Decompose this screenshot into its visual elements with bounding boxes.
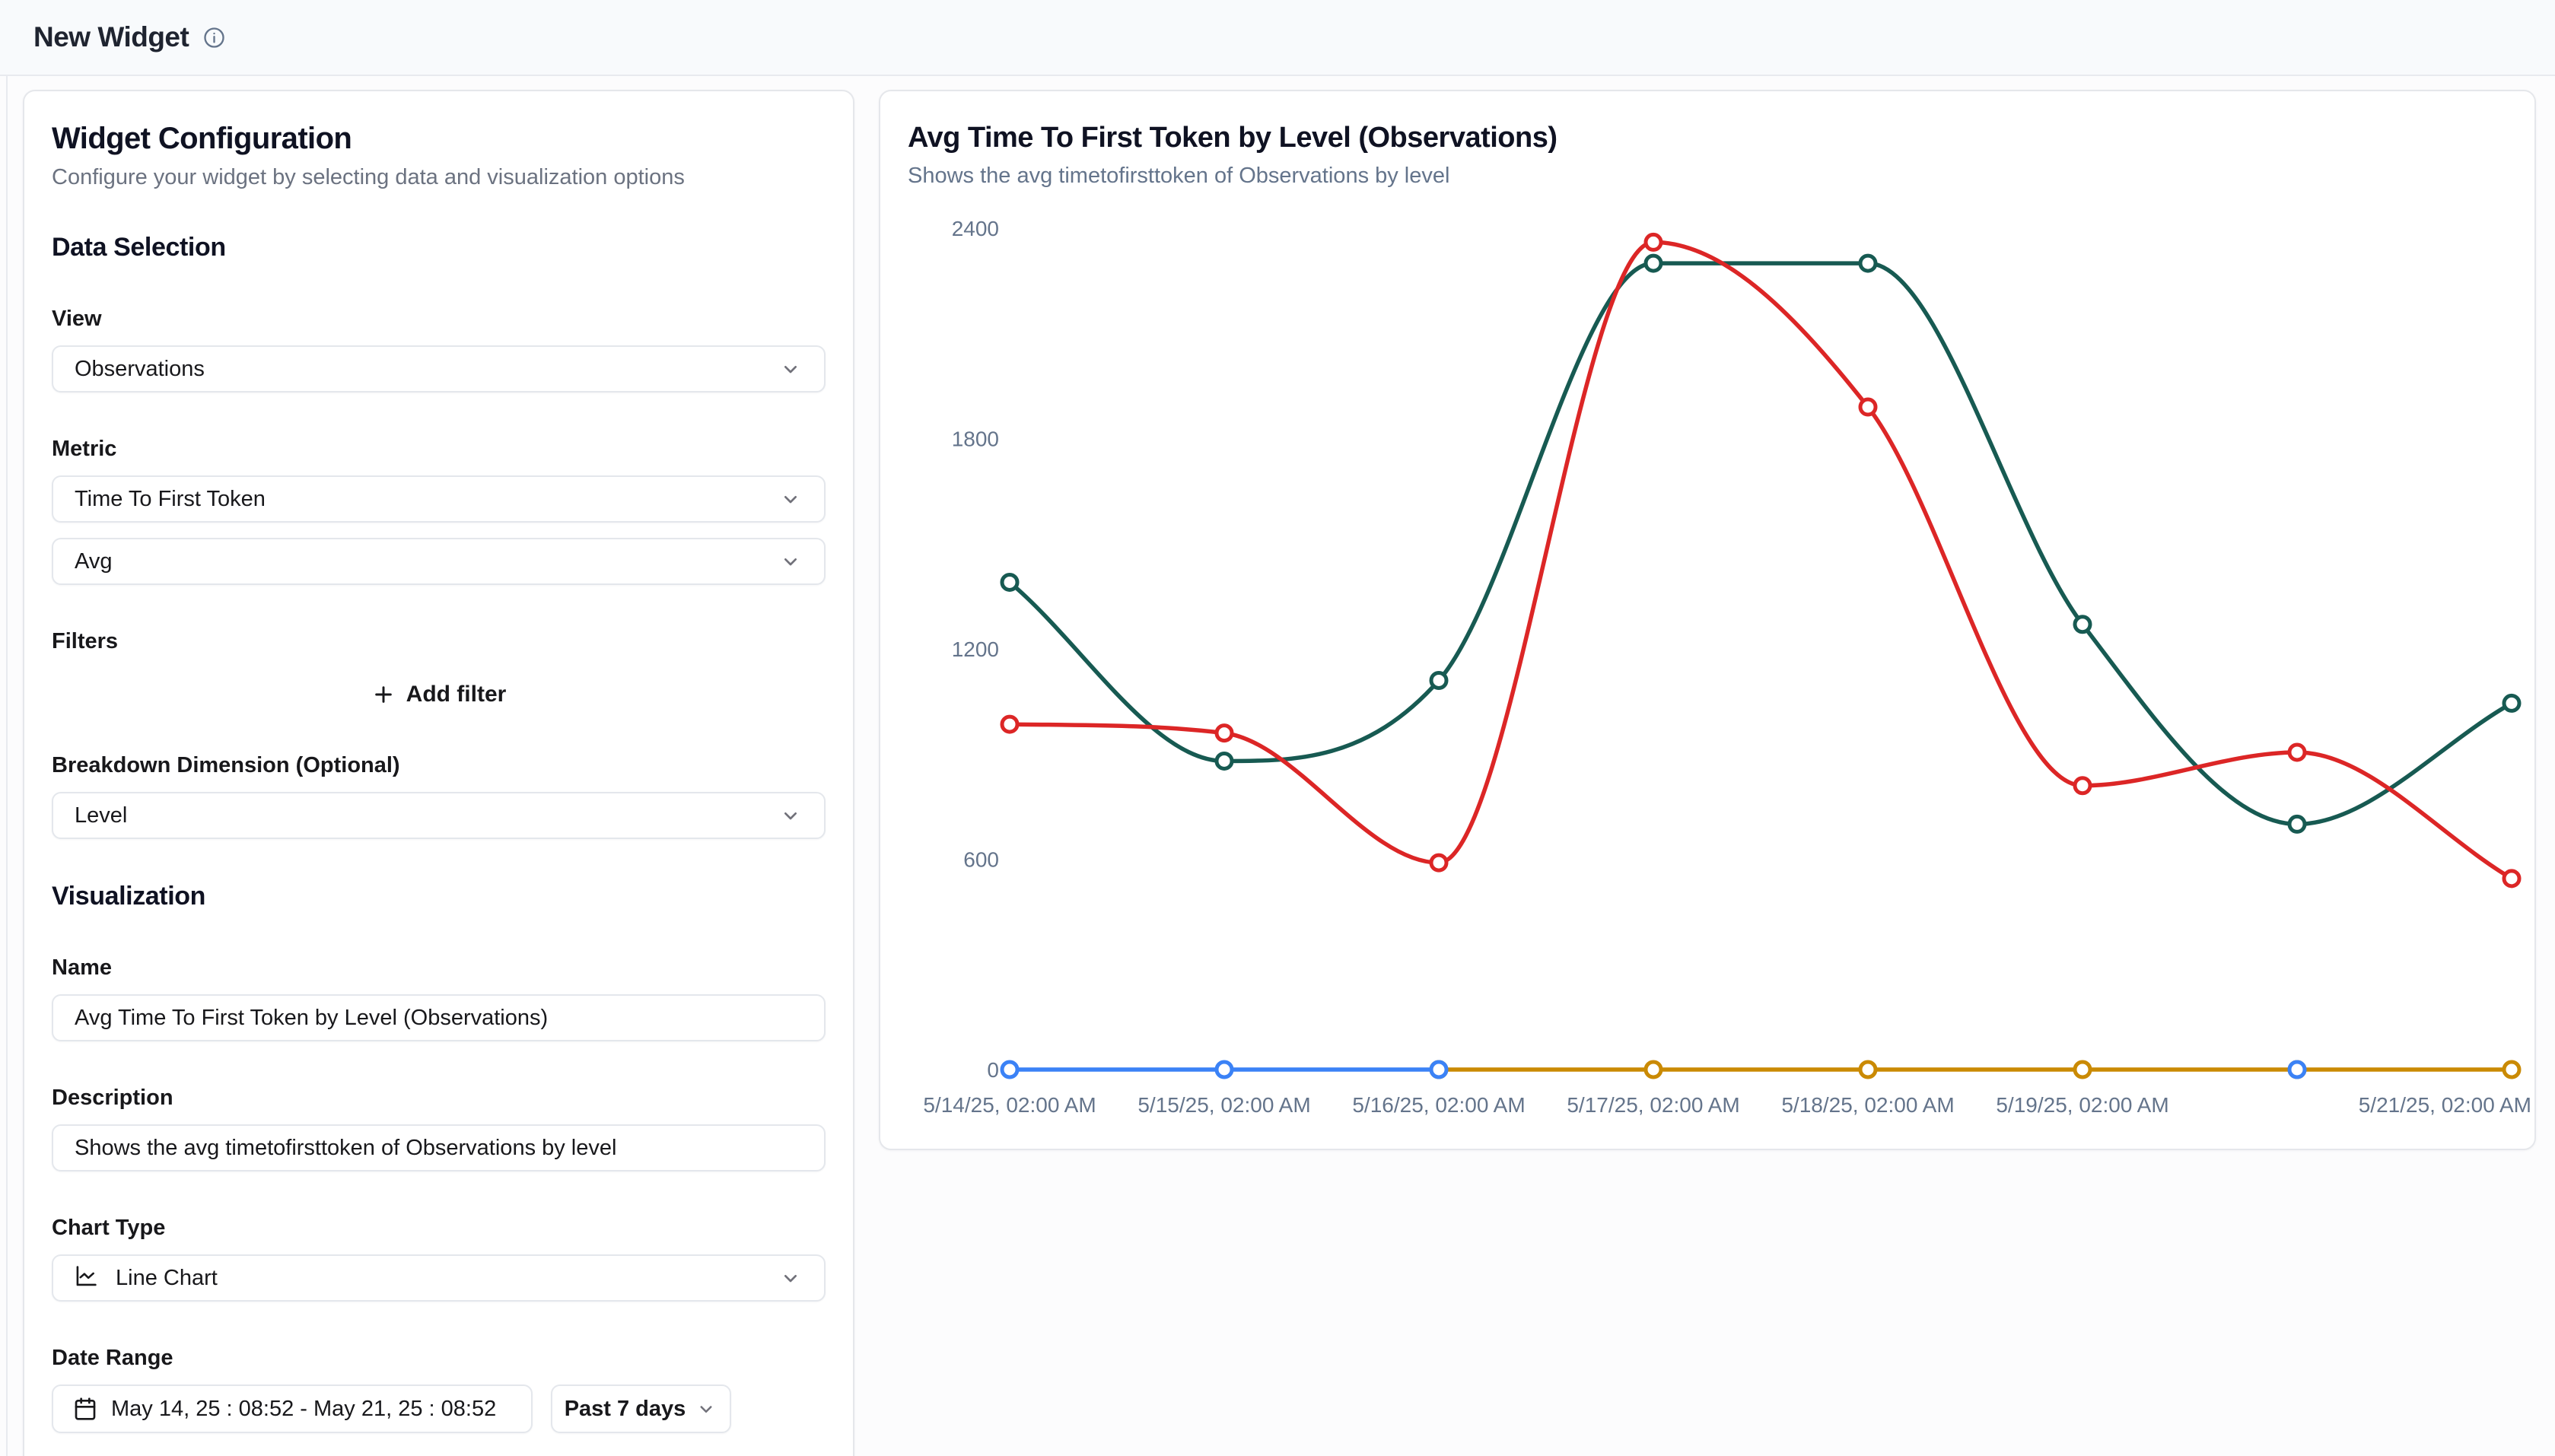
- description-input[interactable]: Shows the avg timetofirsttoken of Observ…: [52, 1124, 826, 1171]
- chart-subtitle: Shows the avg timetofirsttoken of Observ…: [908, 164, 1450, 188]
- metric-select-value: Time To First Token: [75, 486, 266, 511]
- svg-text:5/17/25, 02:00 AM: 5/17/25, 02:00 AM: [1567, 1093, 1739, 1117]
- calendar-icon: [73, 1397, 97, 1421]
- metric-label: Metric: [52, 437, 117, 461]
- chevron-down-icon: [778, 487, 803, 511]
- widget-configuration-panel: Widget Configuration Configure your widg…: [23, 90, 854, 1456]
- date-range-value: May 14, 25 : 08:52 - May 21, 25 : 08:52: [111, 1396, 497, 1421]
- svg-text:5/18/25, 02:00 AM: 5/18/25, 02:00 AM: [1781, 1093, 1954, 1117]
- chart-type-label: Chart Type: [52, 1216, 166, 1240]
- data-selection-heading: Data Selection: [52, 233, 226, 262]
- panel-subtitle: Configure your widget by selecting data …: [52, 165, 685, 189]
- chevron-down-icon: [778, 357, 803, 381]
- line-chart: 0 600 1200 1800 2400 5/14/25, 02:00 AM 5/15/25…: [899, 199, 2534, 1135]
- view-select-value: Observations: [75, 356, 205, 381]
- sidebar-edge-divider: [6, 76, 8, 1456]
- page-title: New Widget: [33, 21, 189, 52]
- add-filter-button[interactable]: Add filter: [52, 672, 826, 717]
- name-input[interactable]: Avg Time To First Token by Level (Observ…: [52, 994, 826, 1041]
- svg-text:5/16/25, 02:00 AM: 5/16/25, 02:00 AM: [1352, 1093, 1525, 1117]
- date-preset-select[interactable]: Past 7 days: [551, 1384, 731, 1433]
- panel-title: Widget Configuration: [52, 122, 352, 155]
- chart-type-select-value: Line Chart: [116, 1265, 218, 1290]
- date-preset-value: Past 7 days: [564, 1396, 686, 1421]
- visualization-heading: Visualization: [52, 882, 206, 911]
- chevron-down-icon: [778, 549, 803, 574]
- breakdown-label: Breakdown Dimension (Optional): [52, 753, 400, 777]
- chevron-down-icon: [778, 1266, 803, 1290]
- date-range-button[interactable]: May 14, 25 : 08:52 - May 21, 25 : 08:52: [52, 1384, 533, 1433]
- line-chart-svg: 0 600 1200 1800 2400 5/14/25, 02:00 AM 5/15/25…: [923, 217, 2531, 1117]
- svg-text:5/15/25, 02:00 AM: 5/15/25, 02:00 AM: [1138, 1093, 1310, 1117]
- page-header: New Widget: [0, 0, 2555, 76]
- aggregation-select[interactable]: Avg: [52, 538, 826, 585]
- chevron-down-icon: [778, 803, 803, 828]
- line-chart-icon: [75, 1265, 100, 1291]
- chart-type-select[interactable]: Line Chart: [52, 1254, 826, 1302]
- svg-text:5/14/25, 02:00 AM: 5/14/25, 02:00 AM: [923, 1093, 1096, 1117]
- svg-text:600: 600: [963, 848, 999, 872]
- svg-text:1800: 1800: [952, 428, 999, 451]
- view-label: View: [52, 307, 102, 331]
- add-filter-label: Add filter: [406, 682, 507, 707]
- view-select[interactable]: Observations: [52, 345, 826, 393]
- info-icon[interactable]: [202, 26, 226, 49]
- chevron-down-icon: [695, 1397, 718, 1420]
- svg-text:1200: 1200: [952, 637, 999, 661]
- date-range-label: Date Range: [52, 1346, 173, 1370]
- aggregation-select-value: Avg: [75, 548, 113, 574]
- breakdown-select[interactable]: Level: [52, 792, 826, 839]
- chart-preview-card: Avg Time To First Token by Level (Observ…: [879, 90, 2536, 1150]
- filters-label: Filters: [52, 629, 119, 653]
- svg-text:2400: 2400: [952, 217, 999, 240]
- breakdown-select-value: Level: [75, 803, 128, 828]
- name-label: Name: [52, 955, 112, 980]
- chart-title: Avg Time To First Token by Level (Observ…: [908, 122, 1558, 154]
- svg-text:5/21/25, 02:00 AM: 5/21/25, 02:00 AM: [2359, 1093, 2531, 1117]
- svg-text:0: 0: [987, 1058, 999, 1082]
- metric-select[interactable]: Time To First Token: [52, 475, 826, 523]
- svg-text:5/19/25, 02:00 AM: 5/19/25, 02:00 AM: [1996, 1093, 2168, 1117]
- plus-icon: [371, 682, 396, 707]
- description-label: Description: [52, 1086, 173, 1110]
